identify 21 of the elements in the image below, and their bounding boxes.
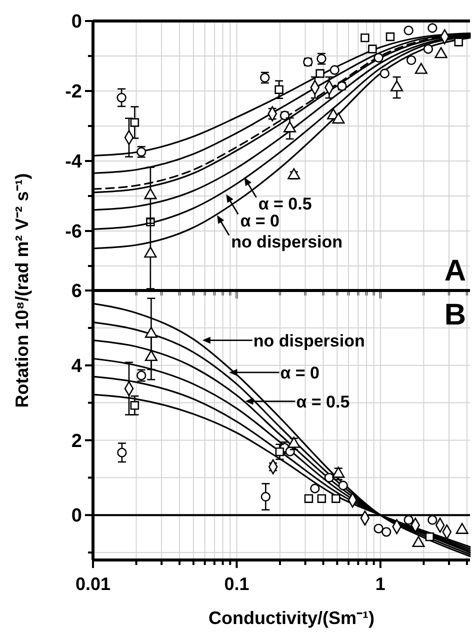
- y-tick-label: 2: [71, 430, 82, 452]
- x-axis-title: Conductivity/(Sm⁻¹): [208, 608, 374, 628]
- y-tick-label: -2: [65, 82, 82, 103]
- y-tick-label: 4: [71, 356, 82, 378]
- y-tick-label: 0: [71, 12, 82, 33]
- annotation: no dispersion: [231, 232, 343, 252]
- annotation: B: [444, 298, 466, 332]
- annotation: α = 0.5: [258, 194, 312, 214]
- annotation: α = 0.5: [296, 392, 350, 412]
- annotation: α = 0: [240, 211, 280, 230]
- x-tick-label: 0.01: [75, 574, 111, 594]
- annotation: no dispersion: [253, 331, 365, 350]
- y-tick-label: -4: [65, 152, 82, 173]
- x-tick-label: 0.1: [224, 574, 250, 594]
- annotation: α = 0: [280, 363, 320, 382]
- x-tick-label: 1: [375, 574, 386, 594]
- y-tick-label: 6: [71, 281, 82, 302]
- y-axis-title: Rotation 10⁸/(rad m² V⁻² s⁻¹): [12, 173, 32, 408]
- annotation: A: [444, 254, 466, 288]
- y-tick-label: 0: [71, 506, 82, 527]
- y-tick-label: -6: [65, 222, 82, 243]
